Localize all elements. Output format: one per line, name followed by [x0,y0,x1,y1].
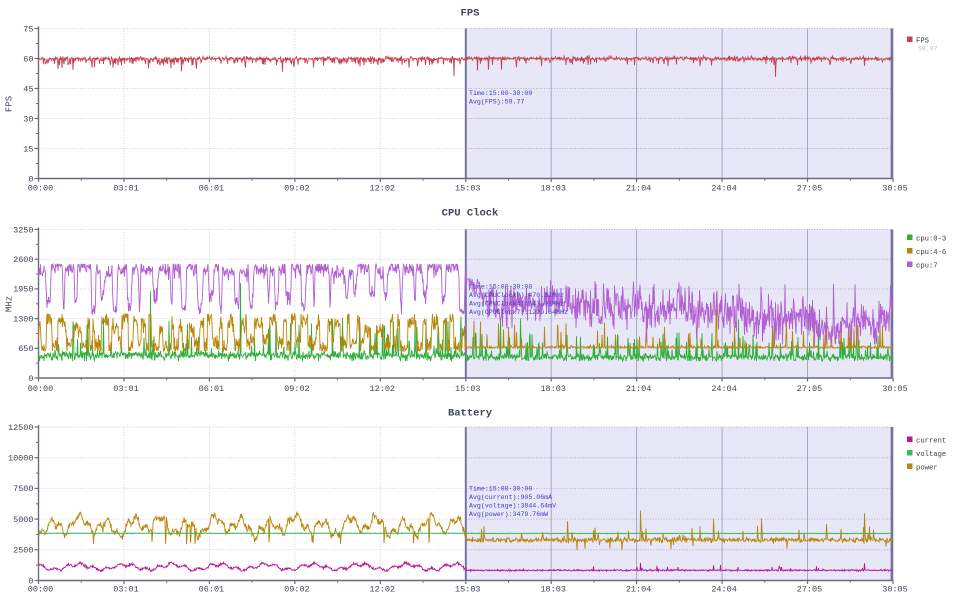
svg-text:Avg(voltage):3844.64mV: Avg(voltage):3844.64mV [469,503,556,510]
svg-text:CPU Clock: CPU Clock [442,208,499,220]
svg-text:09:02: 09:02 [284,585,310,595]
svg-text:03:01: 03:01 [113,384,139,394]
svg-text:Battery: Battery [448,408,493,420]
svg-text:60: 60 [23,54,33,64]
svg-text:15: 15 [23,144,33,154]
svg-text:27:05: 27:05 [797,184,823,194]
svg-text:power: power [916,465,938,473]
svg-text:24:04: 24:04 [711,384,737,394]
svg-text:FPS: FPS [916,38,929,46]
svg-text:0: 0 [28,174,33,184]
svg-text:00:00: 00:00 [28,384,54,394]
svg-text:21:04: 21:04 [626,384,652,394]
svg-text:7500: 7500 [13,484,33,494]
svg-text:03:01: 03:01 [113,184,139,194]
svg-text:1950: 1950 [13,285,33,295]
svg-text:15:03: 15:03 [455,384,481,394]
svg-text:06:01: 06:01 [199,384,225,394]
svg-text:75: 75 [23,24,33,34]
svg-text:Avg(current):905.06mA: Avg(current):905.06mA [469,494,552,501]
svg-text:15:03: 15:03 [455,184,481,194]
svg-text:18:03: 18:03 [540,585,566,595]
svg-text:09:02: 09:02 [284,384,310,394]
svg-text:cpu:4-6: cpu:4-6 [916,249,946,257]
svg-text:3250: 3250 [13,225,33,235]
svg-text:00:00: 00:00 [28,585,54,595]
svg-text:12500: 12500 [8,423,34,433]
svg-text:1300: 1300 [13,314,33,324]
svg-text:Avg(CPUClock4):643.91MHz: Avg(CPUClock4):643.91MHz [469,301,564,308]
svg-text:current: current [916,438,946,446]
svg-text:5000: 5000 [13,515,33,525]
svg-text:12:02: 12:02 [370,384,396,394]
svg-text:Avg(FPS):59.77: Avg(FPS):59.77 [469,99,524,106]
svg-text:Avg(CPUClock7):1229.64MHz: Avg(CPUClock7):1229.64MHz [469,309,568,316]
svg-text:Time:15:00-30:00: Time:15:00-30:00 [469,284,532,291]
svg-text:Avg(power):3479.76mW: Avg(power):3479.76mW [469,511,548,518]
svg-text:Avg(CPUClock0):470.32MHz: Avg(CPUClock0):470.32MHz [469,292,564,299]
svg-text:0: 0 [28,374,33,384]
svg-text:15:03: 15:03 [455,585,481,595]
svg-text:10000: 10000 [8,454,34,464]
svg-text:Time:15:00-30:00: Time:15:00-30:00 [469,486,532,493]
svg-text:650: 650 [18,344,33,354]
svg-text:27:05: 27:05 [797,384,823,394]
svg-text:24:04: 24:04 [711,184,737,194]
svg-text:12:02: 12:02 [370,184,396,194]
svg-text:30:05: 30:05 [882,384,908,394]
svg-text:18:03: 18:03 [540,184,566,194]
svg-text:Time:15:00-30:00: Time:15:00-30:00 [469,90,532,97]
svg-text:00:00: 00:00 [28,184,54,194]
svg-text:30: 30 [23,114,33,124]
svg-text:FPS: FPS [5,96,15,112]
svg-text:0: 0 [28,576,33,586]
svg-text:2500: 2500 [13,546,33,556]
svg-text:FPS: FPS [461,8,480,20]
svg-text:12:02: 12:02 [370,585,396,595]
svg-text:voltage: voltage [916,451,946,459]
svg-text:24:04: 24:04 [711,585,737,595]
svg-text:30:05: 30:05 [882,184,908,194]
svg-text:18:03: 18:03 [540,384,566,394]
svg-text:27:05: 27:05 [797,585,823,595]
svg-text:2600: 2600 [13,255,33,265]
svg-text:06:01: 06:01 [199,585,225,595]
svg-text:45: 45 [23,84,33,94]
svg-text:cpu:0-3: cpu:0-3 [916,236,946,244]
svg-text:MHz: MHz [5,296,15,312]
svg-text:03:01: 03:01 [113,585,139,595]
svg-text:21:04: 21:04 [626,184,652,194]
svg-text:09:02: 09:02 [284,184,310,194]
svg-text:59.97: 59.97 [918,46,938,53]
svg-text:30:05: 30:05 [882,585,908,595]
svg-text:06:01: 06:01 [199,184,225,194]
svg-text:21:04: 21:04 [626,585,652,595]
svg-text:cpu:7: cpu:7 [916,263,938,271]
